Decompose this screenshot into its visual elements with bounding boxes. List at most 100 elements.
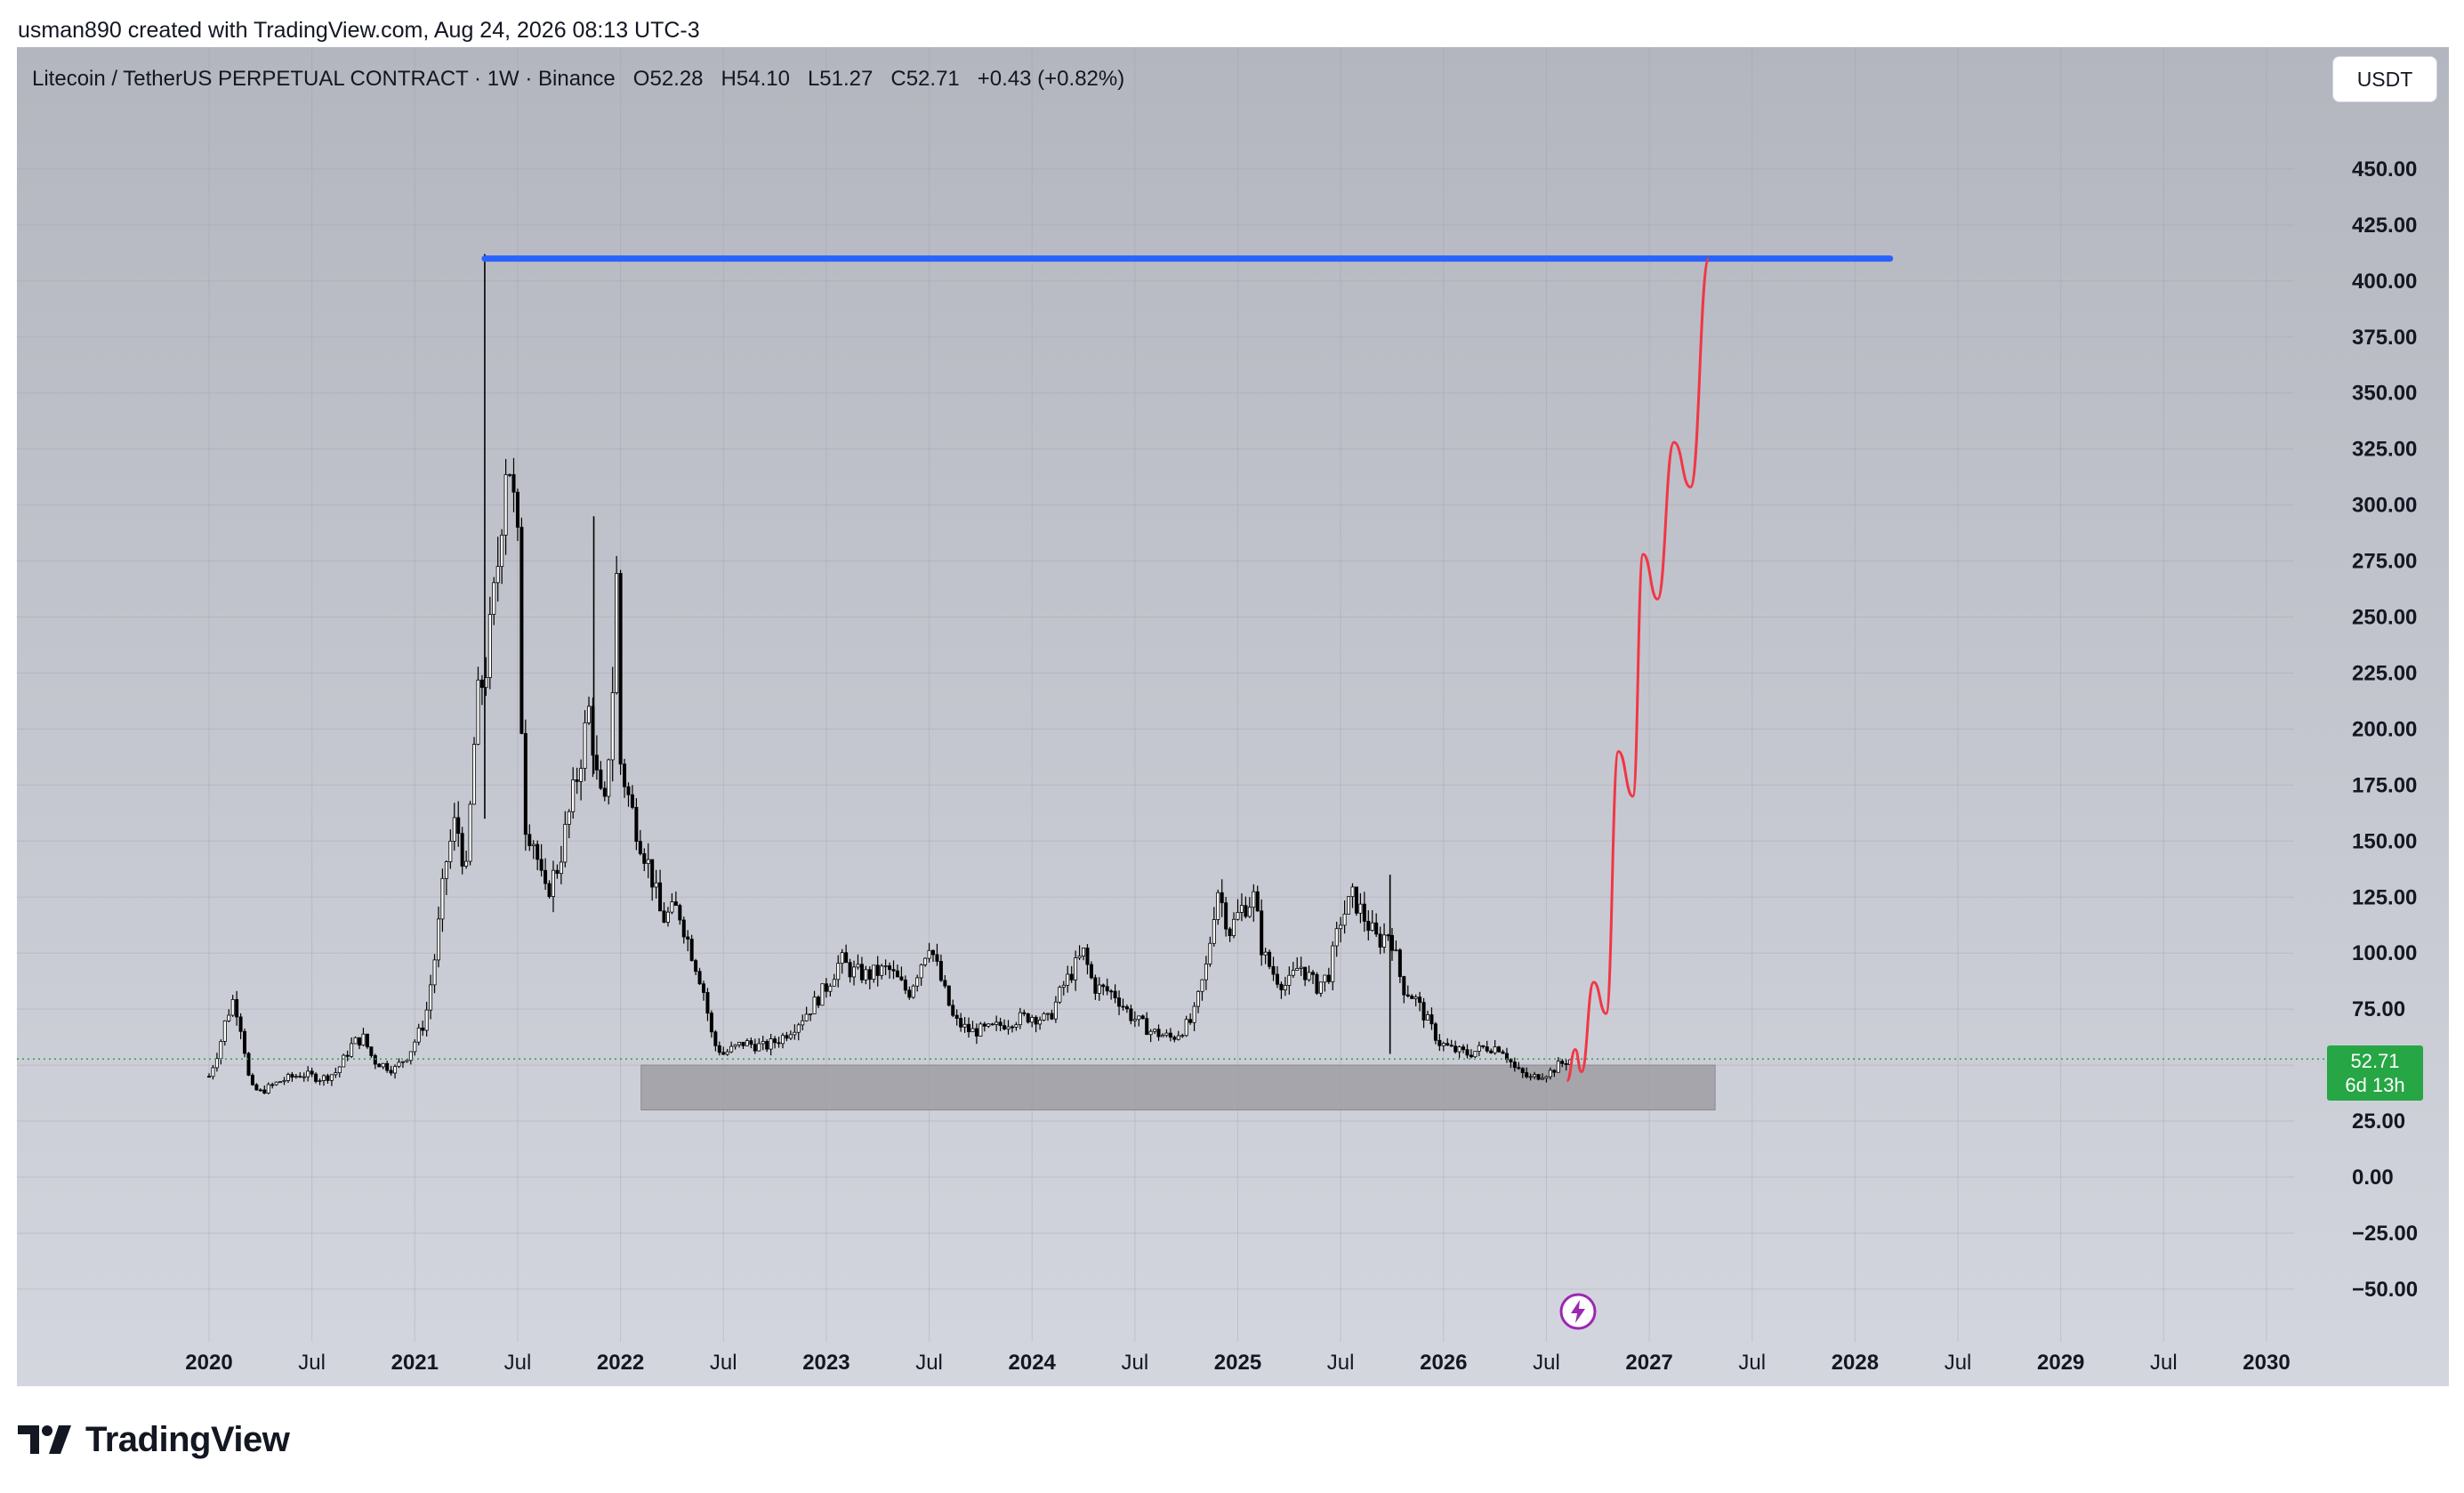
candle-body	[1477, 1045, 1481, 1052]
candle-body	[547, 883, 552, 897]
candle-body	[1212, 919, 1216, 944]
lightning-bolt-icon[interactable]	[1559, 1293, 1597, 1330]
x-tick-label: 2023	[802, 1351, 850, 1375]
candle-body	[563, 824, 568, 863]
candle-body	[235, 998, 239, 1018]
candle-body	[1239, 905, 1244, 913]
candle-body	[686, 936, 690, 940]
candle-body	[230, 998, 235, 1016]
ohlc-high: H54.10	[721, 67, 790, 91]
candle-body	[998, 1021, 1003, 1027]
y-tick-label: 275.00	[2352, 550, 2417, 574]
candle-body	[219, 1041, 223, 1060]
candle-body	[1279, 983, 1284, 990]
candle-body	[515, 491, 519, 528]
candle-body	[658, 882, 663, 912]
x-tick-label: 2021	[391, 1351, 439, 1375]
candle-body	[361, 1033, 366, 1046]
candle-body	[1394, 949, 1398, 952]
candle-body	[946, 985, 951, 1006]
candle-body	[1172, 1037, 1177, 1040]
candle-body	[1184, 1019, 1188, 1037]
candle-body	[615, 573, 619, 693]
candle-body	[982, 1023, 986, 1027]
candle-body	[508, 473, 512, 476]
candle-body	[468, 803, 472, 862]
candle-body	[864, 969, 868, 981]
candle-body	[1204, 964, 1208, 981]
candle-body	[1382, 934, 1387, 948]
candle-body	[1101, 984, 1106, 988]
candle-body	[1378, 933, 1382, 948]
tradingview-logo[interactable]: TradingView	[18, 1415, 290, 1465]
candle-body	[350, 1043, 354, 1057]
candle-body	[345, 1054, 350, 1057]
candle-body	[1038, 1020, 1043, 1025]
candle-body	[519, 527, 524, 734]
candle-body	[1085, 948, 1090, 965]
candle-body	[472, 744, 477, 805]
candle-body	[1433, 1023, 1437, 1041]
candle-body	[555, 869, 560, 875]
candle-body	[1441, 1043, 1445, 1046]
candle-body	[1525, 1072, 1529, 1077]
candle-body	[1082, 948, 1086, 956]
candle-body	[1564, 1063, 1568, 1065]
candle-body	[930, 949, 935, 956]
candle-body	[1105, 986, 1109, 992]
candle-body	[891, 969, 896, 972]
candle-body	[1318, 981, 1323, 994]
candle-body	[1271, 965, 1276, 975]
candle-body	[400, 1061, 405, 1063]
candle-body	[377, 1063, 382, 1068]
candle-body	[321, 1075, 326, 1081]
candle-body	[872, 964, 876, 981]
candle-body	[883, 965, 888, 967]
candle-body	[607, 759, 611, 797]
candle-body	[618, 573, 623, 765]
candle-body	[1069, 973, 1074, 981]
candle-body	[1413, 997, 1418, 999]
price-chart[interactable]: 450.00 425.00 400.00 375.00 350.00 325.00 300.…	[17, 47, 2449, 1386]
candle-body	[828, 985, 833, 992]
candle-body	[809, 1013, 813, 1015]
candle-body	[599, 769, 603, 789]
candle-body	[737, 1041, 742, 1045]
candle-body	[757, 1043, 761, 1052]
last-price-value: 52.71	[2350, 1050, 2400, 1072]
candle-body	[511, 473, 516, 493]
candle-body	[575, 779, 579, 782]
candle-body	[286, 1074, 290, 1081]
candle-body	[1129, 1008, 1133, 1021]
candle-body	[990, 1023, 994, 1026]
drawings	[17, 255, 2327, 1083]
symbol-name[interactable]: Litecoin / TetherUS PERPETUAL CONTRACT ·…	[32, 67, 616, 91]
candle-body	[479, 679, 484, 689]
candle-body	[1042, 1013, 1046, 1021]
candle-body	[899, 976, 904, 981]
candle-body	[1533, 1074, 1537, 1077]
candle-body	[381, 1062, 385, 1068]
candle-body	[1208, 942, 1212, 964]
candle-body	[1307, 972, 1311, 981]
candle-body	[1244, 905, 1248, 917]
candle-body	[1053, 1001, 1058, 1020]
candle-body	[1347, 896, 1351, 915]
candle-body	[531, 843, 535, 846]
candle-body	[1326, 974, 1331, 982]
candle-body	[974, 1028, 978, 1037]
y-tick-label: 225.00	[2352, 661, 2417, 685]
currency-button[interactable]: USDT	[2332, 56, 2437, 102]
candle-body	[1418, 997, 1422, 1003]
candle-body	[1200, 979, 1204, 992]
axes: 450.00 425.00 400.00 375.00 350.00 325.00 300.…	[185, 157, 2418, 1375]
candle-body	[1260, 910, 1264, 956]
candle-body	[859, 964, 864, 981]
candle-body	[713, 1031, 718, 1046]
candle-body	[1145, 1018, 1149, 1036]
candle-body	[662, 910, 666, 924]
candle-body	[1334, 928, 1339, 947]
chart-pane[interactable]: 450.00 425.00 400.00 375.00 350.00 325.00 300.…	[17, 47, 2449, 1386]
candle-body	[1410, 996, 1414, 999]
candle-body	[1366, 921, 1371, 932]
